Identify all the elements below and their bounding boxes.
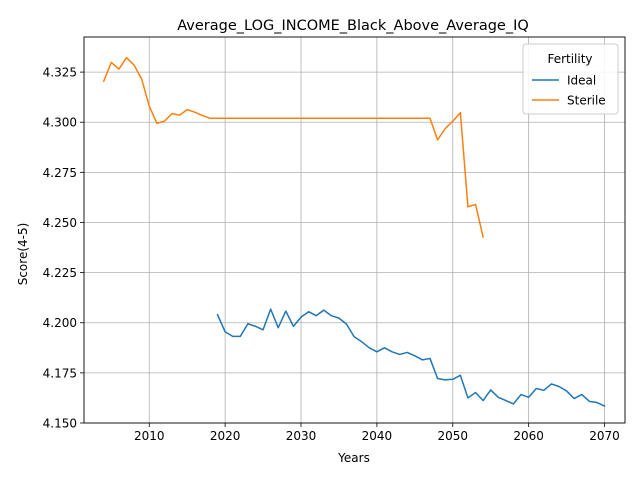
series-line-ideal — [216, 308, 606, 407]
legend: Fertility Ideal Sterile — [522, 43, 619, 115]
y-tick-label: 4.225 — [43, 266, 77, 280]
x-axis-label: Years — [337, 451, 370, 465]
x-tick-label: 2040 — [362, 429, 393, 443]
chart-title: Average_LOG_INCOME_Black_Above_Average_I… — [177, 18, 529, 34]
y-tick-label: 4.250 — [43, 216, 77, 230]
legend-title: Fertility — [547, 52, 592, 66]
y-tick-label: 4.175 — [43, 366, 77, 380]
legend-box — [522, 43, 619, 115]
legend-label-sterile: Sterile — [567, 94, 606, 108]
y-tick-label: 4.275 — [43, 166, 77, 180]
y-tick-label: 4.300 — [43, 116, 77, 130]
x-tick-label: 2010 — [134, 429, 165, 443]
plot-area-frame — [83, 36, 626, 424]
series-lines — [102, 56, 606, 407]
legend-label-ideal: Ideal — [567, 74, 596, 88]
x-tick-label: 2020 — [210, 429, 241, 443]
y-tick-label: 4.325 — [43, 66, 77, 80]
axis-ticks: 2010 2020 2030 2040 2050 2060 2070 4.150 4.175 4.… — [43, 66, 620, 443]
series-line-sterile — [102, 56, 485, 238]
y-tick-label: 4.200 — [43, 316, 77, 330]
y-axis-label: Score(4-5) — [16, 223, 30, 286]
x-tick-label: 2070 — [589, 429, 620, 443]
x-tick-label: 2050 — [437, 429, 468, 443]
x-tick-label: 2030 — [286, 429, 317, 443]
x-tick-label: 2060 — [513, 429, 544, 443]
y-tick-label: 4.150 — [43, 417, 77, 431]
